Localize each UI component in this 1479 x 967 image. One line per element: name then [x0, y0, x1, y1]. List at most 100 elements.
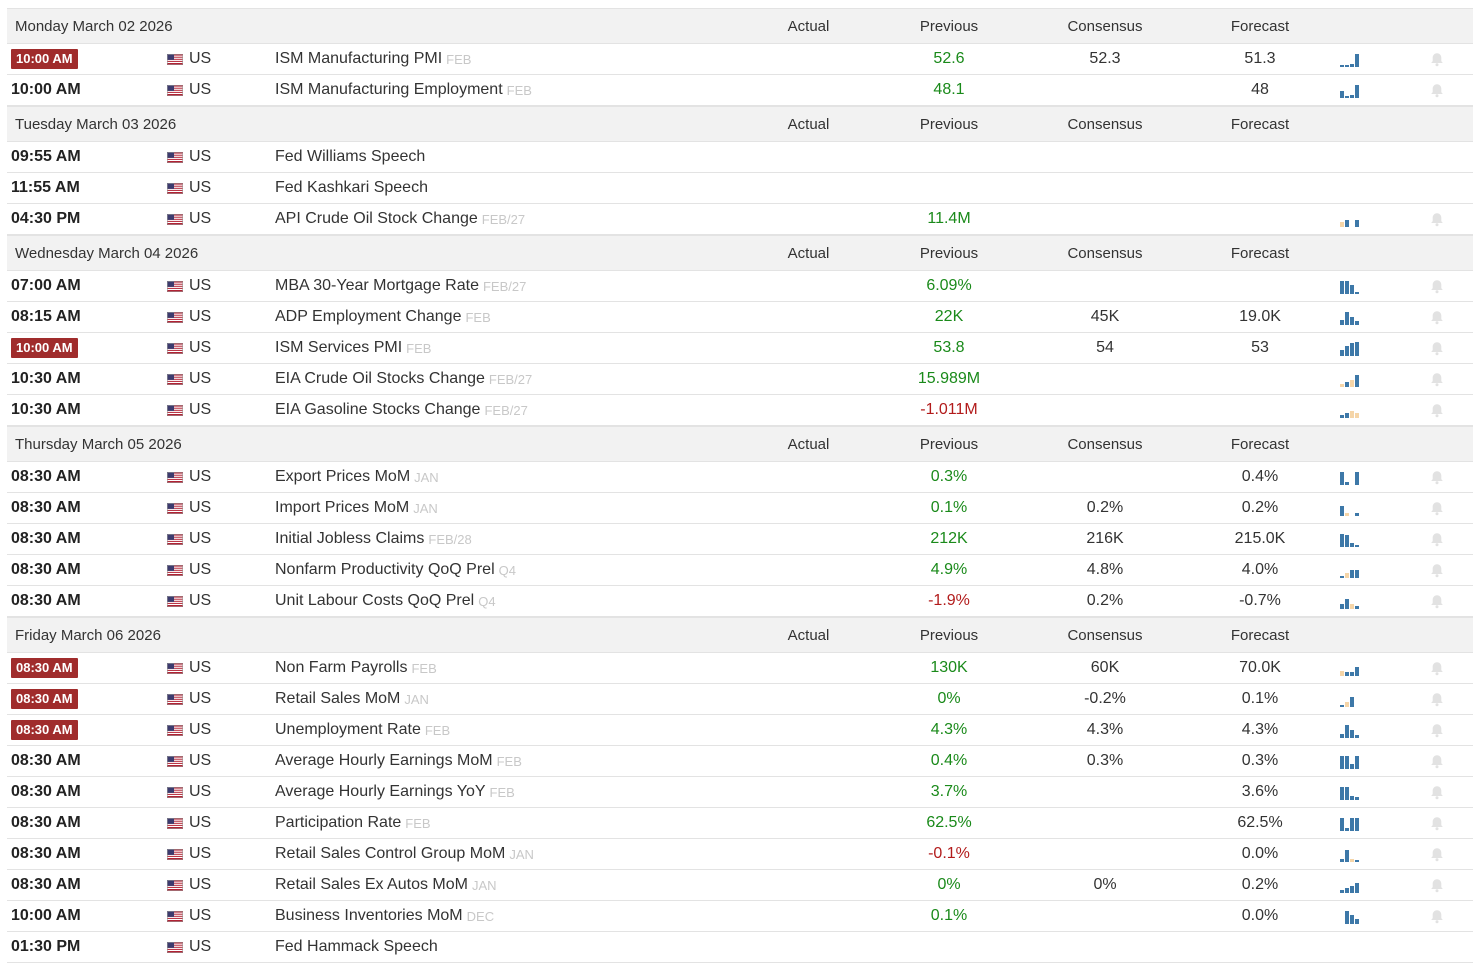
bell-icon[interactable]: [1428, 204, 1446, 234]
bell-icon[interactable]: [1428, 870, 1446, 900]
history-sparkline[interactable]: [1340, 462, 1370, 492]
history-sparkline[interactable]: [1340, 901, 1370, 931]
event-name[interactable]: EIA Gasoline Stocks Change FEB/27: [275, 395, 528, 425]
bell-icon[interactable]: [1428, 364, 1446, 394]
event-row[interactable]: 08:30 AM US Unit Labour Costs QoQ Prel Q4 -1…: [7, 586, 1473, 617]
event-name[interactable]: Non Farm Payrolls FEB: [275, 653, 437, 683]
event-name-label[interactable]: Business Inventories MoM: [275, 907, 463, 924]
event-name-label[interactable]: Participation Rate: [275, 814, 402, 831]
history-sparkline[interactable]: [1340, 271, 1370, 301]
event-name-label[interactable]: Unit Labour Costs QoQ Prel: [275, 592, 475, 609]
event-row[interactable]: 08:30 AM US Non Farm Payrolls FEB 130K 60K 70.…: [7, 653, 1473, 684]
bell-icon[interactable]: [1428, 302, 1446, 332]
event-row[interactable]: 10:00 AM US ISM Manufacturing PMI FEB 52.6 52…: [7, 44, 1473, 75]
bell-icon[interactable]: [1428, 555, 1446, 585]
event-name[interactable]: Business Inventories MoM DEC: [275, 901, 494, 931]
bell-icon[interactable]: [1428, 839, 1446, 869]
event-name-label[interactable]: API Crude Oil Stock Change: [275, 210, 478, 227]
event-row[interactable]: 01:30 PM US Fed Hammack Speech: [7, 932, 1473, 963]
bell-icon[interactable]: [1428, 808, 1446, 838]
event-row[interactable]: 08:30 AM US Initial Jobless Claims FEB/28 21…: [7, 524, 1473, 555]
event-name[interactable]: Average Hourly Earnings YoY FEB: [275, 777, 515, 807]
event-name-label[interactable]: Retail Sales MoM: [275, 690, 401, 707]
event-name[interactable]: Export Prices MoM JAN: [275, 462, 439, 492]
event-name-label[interactable]: EIA Crude Oil Stocks Change: [275, 370, 485, 387]
event-name[interactable]: EIA Crude Oil Stocks Change FEB/27: [275, 364, 532, 394]
history-sparkline[interactable]: [1340, 333, 1370, 363]
event-name-label[interactable]: Unemployment Rate: [275, 721, 421, 738]
bell-icon[interactable]: [1428, 462, 1446, 492]
event-row[interactable]: 08:30 AM US Retail Sales Ex Autos MoM JAN 0%…: [7, 870, 1473, 901]
history-sparkline[interactable]: [1340, 746, 1370, 776]
event-row[interactable]: 08:30 AM US Retail Sales MoM JAN 0% -0.2% 0.1%: [7, 684, 1473, 715]
event-name[interactable]: ISM Manufacturing Employment FEB: [275, 75, 532, 105]
event-row[interactable]: 08:30 AM US Average Hourly Earnings MoM FEB…: [7, 746, 1473, 777]
event-name[interactable]: Unemployment Rate FEB: [275, 715, 450, 745]
event-row[interactable]: 10:30 AM US EIA Crude Oil Stocks Change FEB…: [7, 364, 1473, 395]
history-sparkline[interactable]: [1340, 524, 1370, 554]
event-name-label[interactable]: Retail Sales Ex Autos MoM: [275, 876, 468, 893]
event-name[interactable]: Fed Williams Speech: [275, 142, 425, 172]
event-name-label[interactable]: Export Prices MoM: [275, 468, 411, 485]
history-sparkline[interactable]: [1340, 395, 1370, 425]
bell-icon[interactable]: [1428, 524, 1446, 554]
event-name-label[interactable]: ISM Manufacturing PMI: [275, 50, 443, 67]
event-row[interactable]: 10:00 AM US ISM Services PMI FEB 53.8 54 53: [7, 333, 1473, 364]
event-name-label[interactable]: Initial Jobless Claims: [275, 530, 425, 547]
bell-icon[interactable]: [1428, 586, 1446, 616]
event-name[interactable]: Retail Sales Ex Autos MoM JAN: [275, 870, 497, 900]
event-row[interactable]: 08:30 AM US Average Hourly Earnings YoY FEB…: [7, 777, 1473, 808]
history-sparkline[interactable]: [1340, 493, 1370, 523]
bell-icon[interactable]: [1428, 75, 1446, 105]
event-name[interactable]: ISM Services PMI FEB: [275, 333, 431, 363]
event-name-label[interactable]: EIA Gasoline Stocks Change: [275, 401, 481, 418]
history-sparkline[interactable]: [1340, 302, 1370, 332]
event-name[interactable]: Average Hourly Earnings MoM FEB: [275, 746, 522, 776]
event-row[interactable]: 08:30 AM US Unemployment Rate FEB 4.3% 4.3% 4.…: [7, 715, 1473, 746]
history-sparkline[interactable]: [1340, 44, 1370, 74]
event-name[interactable]: Unit Labour Costs QoQ Prel Q4: [275, 586, 496, 616]
event-name-label[interactable]: Average Hourly Earnings MoM: [275, 752, 493, 769]
event-name-label[interactable]: Non Farm Payrolls: [275, 659, 408, 676]
history-sparkline[interactable]: [1340, 75, 1370, 105]
history-sparkline[interactable]: [1340, 870, 1370, 900]
event-name-label[interactable]: Average Hourly Earnings YoY: [275, 783, 486, 800]
event-row[interactable]: 08:30 AM US Export Prices MoM JAN 0.3% 0.4%: [7, 462, 1473, 493]
event-name[interactable]: Retail Sales MoM JAN: [275, 684, 429, 714]
event-name-label[interactable]: Import Prices MoM: [275, 499, 410, 516]
event-name[interactable]: ISM Manufacturing PMI FEB: [275, 44, 471, 74]
bell-icon[interactable]: [1428, 395, 1446, 425]
event-name-label[interactable]: Nonfarm Productivity QoQ Prel: [275, 561, 495, 578]
history-sparkline[interactable]: [1340, 684, 1370, 714]
event-name-label[interactable]: Retail Sales Control Group MoM: [275, 845, 506, 862]
event-row[interactable]: 07:00 AM US MBA 30-Year Mortgage Rate FEB/2…: [7, 271, 1473, 302]
history-sparkline[interactable]: [1340, 839, 1370, 869]
event-name[interactable]: ADP Employment Change FEB: [275, 302, 491, 332]
event-row[interactable]: 08:30 AM US Nonfarm Productivity QoQ Prel Q…: [7, 555, 1473, 586]
event-row[interactable]: 08:30 AM US Retail Sales Control Group MoM…: [7, 839, 1473, 870]
event-name[interactable]: Fed Hammack Speech: [275, 932, 438, 962]
bell-icon[interactable]: [1428, 684, 1446, 714]
bell-icon[interactable]: [1428, 333, 1446, 363]
event-name-label[interactable]: MBA 30-Year Mortgage Rate: [275, 277, 479, 294]
bell-icon[interactable]: [1428, 271, 1446, 301]
history-sparkline[interactable]: [1340, 364, 1370, 394]
event-row[interactable]: 11:55 AM US Fed Kashkari Speech: [7, 173, 1473, 204]
event-name[interactable]: Import Prices MoM JAN: [275, 493, 438, 523]
history-sparkline[interactable]: [1340, 653, 1370, 683]
bell-icon[interactable]: [1428, 715, 1446, 745]
event-name-label[interactable]: ISM Services PMI: [275, 339, 403, 356]
event-name[interactable]: Fed Kashkari Speech: [275, 173, 428, 203]
bell-icon[interactable]: [1428, 44, 1446, 74]
event-name[interactable]: Nonfarm Productivity QoQ Prel Q4: [275, 555, 516, 585]
event-row[interactable]: 09:55 AM US Fed Williams Speech: [7, 142, 1473, 173]
history-sparkline[interactable]: [1340, 808, 1370, 838]
event-name-label[interactable]: ADP Employment Change: [275, 308, 462, 325]
event-row[interactable]: 08:15 AM US ADP Employment Change FEB 22K 45K…: [7, 302, 1473, 333]
event-name[interactable]: Initial Jobless Claims FEB/28: [275, 524, 472, 554]
history-sparkline[interactable]: [1340, 715, 1370, 745]
event-name-label[interactable]: Fed Kashkari Speech: [275, 179, 428, 196]
bell-icon[interactable]: [1428, 746, 1446, 776]
event-row[interactable]: 10:30 AM US EIA Gasoline Stocks Change FEB/…: [7, 395, 1473, 426]
event-name[interactable]: Participation Rate FEB: [275, 808, 431, 838]
